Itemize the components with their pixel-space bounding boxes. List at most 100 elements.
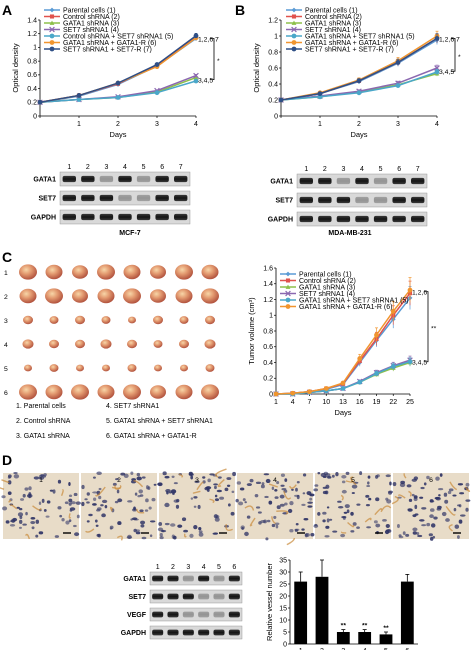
ihc-nucleus — [70, 501, 76, 505]
tumor-specimen — [49, 316, 59, 324]
ihc-nucleus — [98, 487, 102, 491]
blot-band — [62, 194, 76, 202]
data-point — [434, 65, 440, 71]
ihc-nucleus — [38, 531, 44, 535]
ihc-nucleus — [276, 480, 280, 485]
blot-band — [213, 575, 225, 582]
ihc-nucleus — [206, 488, 210, 492]
data-point — [390, 364, 396, 369]
ihc-nucleus — [176, 498, 180, 503]
ihc-nucleus — [332, 530, 338, 533]
lane-number: 4 — [360, 166, 364, 173]
data-point — [115, 95, 121, 100]
ihc-nucleus — [352, 522, 357, 526]
ihc-nucleus — [170, 523, 176, 527]
x-tick-label: 5 — [384, 648, 388, 650]
ihc-nucleus — [309, 497, 313, 501]
lane-number: 4 — [202, 564, 206, 571]
x-tick-label: 4 — [291, 399, 295, 406]
ihc-nucleus — [430, 523, 436, 528]
tumor-specimen — [150, 289, 166, 303]
ihc-nucleus — [413, 495, 418, 499]
y-tick-label: 25 — [279, 581, 287, 588]
ihc-nucleus — [344, 504, 350, 509]
y-axis-label: Optical density — [252, 43, 261, 92]
ihc-nucleus — [307, 501, 313, 504]
ihc-nucleus — [337, 500, 342, 503]
ihc-nucleus — [116, 489, 120, 494]
ihc-nucleus — [230, 511, 235, 516]
ihc-nucleus — [43, 508, 47, 512]
chart-c-tumor-volume: 0 0.2 0.4 0.6 0.8 1 1.2 1.4 1.6 1 4 7 10 13 16 19 22 25 Da… — [247, 265, 437, 417]
tumor-key-6: 6. GATA1 shRNA + GATA1-R — [106, 433, 197, 440]
data-point — [76, 97, 82, 102]
ihc-nucleus — [166, 491, 169, 495]
legend-marker — [285, 284, 291, 289]
ihc-nucleus — [313, 488, 319, 492]
blot-band — [99, 213, 114, 221]
data-point — [193, 78, 199, 84]
ihc-nucleus — [81, 501, 85, 507]
ihc-nucleus — [65, 520, 70, 525]
tumor-specimen — [201, 264, 219, 280]
ihc-nucleus — [153, 483, 157, 486]
lane-number: 2 — [171, 564, 175, 571]
ihc-nucleus — [193, 524, 198, 530]
ihc-nucleus — [159, 532, 163, 537]
legend-marker — [291, 46, 297, 52]
ihc-nucleus — [159, 536, 164, 540]
ihc-nucleus — [238, 501, 244, 506]
ihc-nucleus — [454, 524, 460, 529]
ihc-nucleus — [307, 505, 313, 508]
ihc-vessel — [341, 531, 347, 534]
tumor-specimen — [128, 316, 136, 324]
y-axis-label: Relative vessel number — [265, 563, 274, 641]
legend-marker — [291, 20, 297, 25]
ihc-nucleus — [421, 507, 427, 510]
ihc-label: 4 — [273, 477, 277, 484]
ihc-nucleus — [249, 478, 254, 483]
ihc-nucleus — [263, 473, 270, 476]
panel-label-a: A — [2, 2, 12, 18]
data-point — [37, 99, 43, 105]
legend-marker — [49, 26, 55, 33]
ihc-nucleus — [266, 519, 271, 523]
tumor-specimen — [179, 316, 189, 324]
ihc-nucleus — [52, 489, 56, 494]
ihc-nucleus — [399, 482, 406, 488]
ihc-nucleus — [9, 524, 16, 527]
y-tick-label: 0.6 — [268, 65, 278, 72]
ihc-vessel — [347, 521, 355, 528]
ihc-nucleus — [445, 518, 450, 522]
data-point — [278, 97, 284, 103]
blot-band — [355, 215, 369, 223]
ihc-nucleus — [69, 509, 73, 512]
ihc-image — [3, 473, 79, 539]
ihc-nucleus — [335, 471, 339, 477]
legend-marker — [49, 14, 55, 19]
y-tick-label: 1.4 — [263, 281, 273, 288]
ihc-vessel — [464, 486, 471, 493]
western-blot-d: 1 2 3 4 5 6 GATA1 SET7 VEGF GAPDH — [121, 564, 243, 640]
lane-number: 4 — [123, 164, 127, 171]
x-tick-label: 19 — [373, 399, 381, 406]
tumor-specimen — [22, 339, 34, 349]
ihc-nucleus — [294, 529, 299, 532]
blot-band — [118, 175, 132, 183]
blot-band — [62, 213, 76, 221]
significance-stars: ** — [362, 623, 368, 630]
tumor-specimen — [97, 264, 115, 280]
data-point — [407, 359, 413, 365]
bar — [400, 581, 414, 644]
ihc-nucleus — [224, 487, 229, 492]
tumor-specimen — [75, 315, 85, 325]
tumor-specimen — [175, 288, 193, 304]
ihc-vessel — [133, 479, 144, 488]
ihc-vessel — [109, 506, 114, 512]
blot-band — [373, 196, 388, 204]
blot-band — [136, 194, 151, 202]
blot-b-cell-line: MDA-MB-231 — [328, 230, 371, 237]
ihc-vessel — [25, 533, 31, 540]
ihc-nucleus — [291, 488, 294, 491]
ihc-nucleus — [375, 474, 379, 479]
